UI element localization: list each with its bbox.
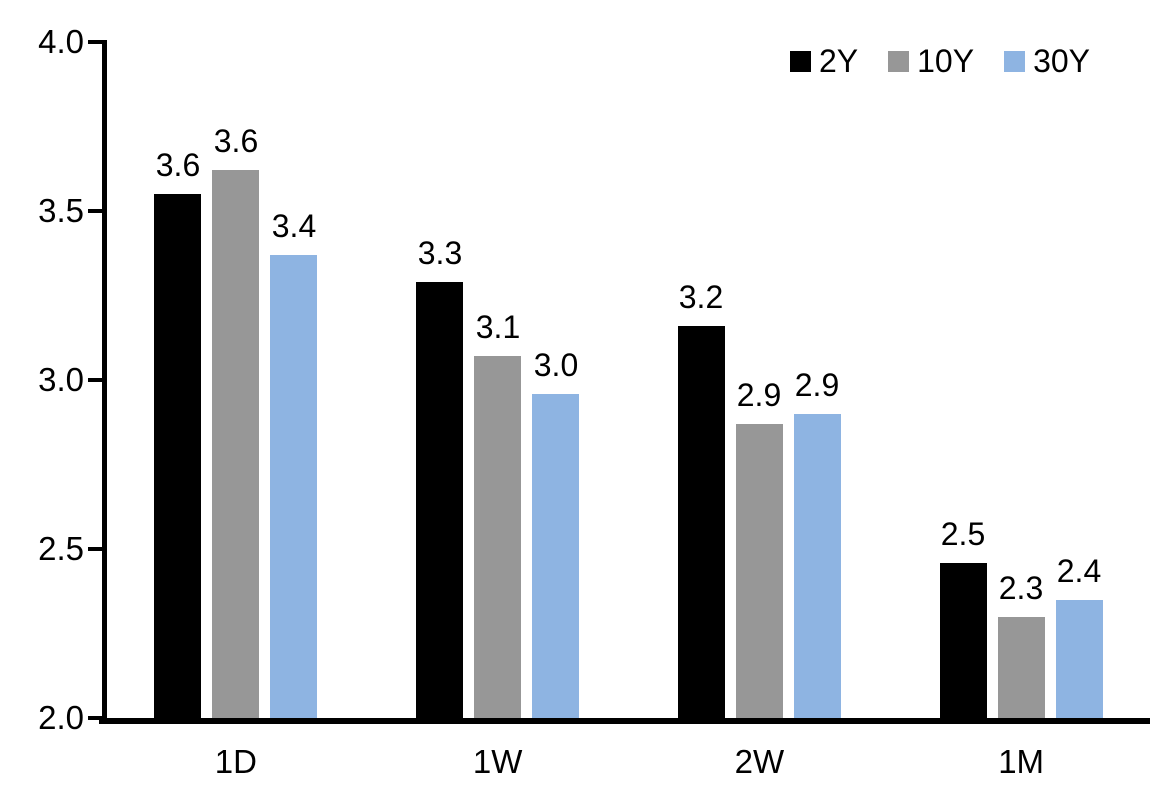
- bar-value-label: 2.5: [940, 516, 986, 552]
- bar-value-label: 3.1: [475, 309, 521, 345]
- bar-1d-2y: [154, 194, 201, 718]
- bar-1m-2y: [940, 563, 987, 718]
- bar-1w-2y: [416, 282, 463, 718]
- x-tick-label: 2W: [734, 743, 785, 780]
- bar-1d-10y: [212, 170, 259, 718]
- y-axis-tick: [88, 716, 105, 720]
- legend-swatch-icon: [888, 50, 910, 72]
- bar-value-label: 3.4: [271, 208, 317, 244]
- legend-item-2y: 2Y: [789, 43, 859, 79]
- x-tick-label: 1M: [998, 743, 1045, 780]
- y-axis-tick: [88, 547, 105, 551]
- bar-value-label: 2.4: [1056, 553, 1102, 589]
- legend-label: 10Y: [917, 43, 975, 79]
- legend-swatch-icon: [1004, 50, 1026, 72]
- bar-value-label: 3.6: [155, 147, 201, 183]
- bar-1d-30y: [270, 255, 317, 718]
- legend: 2Y 10Y 30Y: [789, 43, 1090, 79]
- x-tick-label: 1W: [472, 743, 523, 780]
- y-tick-label: 2.0: [38, 699, 84, 736]
- y-tick-label: 3.0: [38, 361, 84, 398]
- y-tick-label: 3.5: [38, 192, 84, 229]
- bar-1m-30y: [1056, 600, 1103, 718]
- bar-value-label: 2.3: [998, 570, 1044, 606]
- bar-value-label: 3.2: [678, 279, 724, 315]
- legend-label: 2Y: [818, 43, 859, 79]
- x-tick-label: 1D: [214, 743, 257, 780]
- y-tick-label: 2.5: [38, 530, 84, 567]
- bar-2w-30y: [794, 414, 841, 718]
- bar-2w-2y: [678, 326, 725, 718]
- bar-1m-10y: [998, 617, 1045, 718]
- legend-swatch-icon: [789, 50, 811, 72]
- bar-1w-10y: [474, 356, 521, 718]
- bar-value-label: 3.3: [417, 235, 463, 271]
- bar-value-label: 2.9: [736, 377, 782, 413]
- y-axis-tick: [88, 209, 105, 213]
- bar-1w-30y: [532, 394, 579, 718]
- bar-value-label: 3.0: [533, 347, 579, 383]
- y-axis-tick: [88, 40, 105, 44]
- x-axis-line: [99, 718, 1150, 724]
- legend-item-10y: 10Y: [888, 44, 974, 78]
- legend-label: 30Y: [1033, 43, 1090, 79]
- y-axis-tick: [88, 378, 105, 382]
- bar-2w-10y: [736, 424, 783, 718]
- bar-value-label: 2.9: [794, 367, 840, 403]
- legend-item-30y: 30Y: [1004, 44, 1090, 78]
- y-axis-line: [102, 40, 107, 724]
- y-tick-label: 4.0: [38, 23, 84, 60]
- bar-value-label: 3.6: [213, 123, 259, 159]
